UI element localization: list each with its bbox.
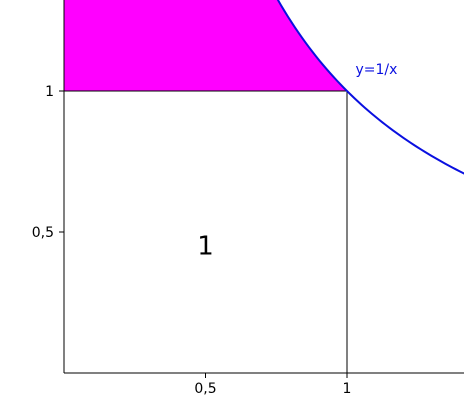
y-tick-label: 1 [45,84,54,100]
axes-layer [63,0,464,374]
areas-layer [64,0,347,91]
y-tick-label: 0,5 [32,225,54,241]
square-area-label: 1 [197,232,214,262]
ticks-layer: 0,511,520,511,52 [32,84,352,397]
curve-label: y=1/x [355,62,397,78]
curve-line [276,0,464,175]
lines-layer [64,0,464,373]
x-tick-label: 0,5 [194,381,216,397]
x-tick-label: 1 [343,381,352,397]
infinite-area-fill [64,0,347,91]
